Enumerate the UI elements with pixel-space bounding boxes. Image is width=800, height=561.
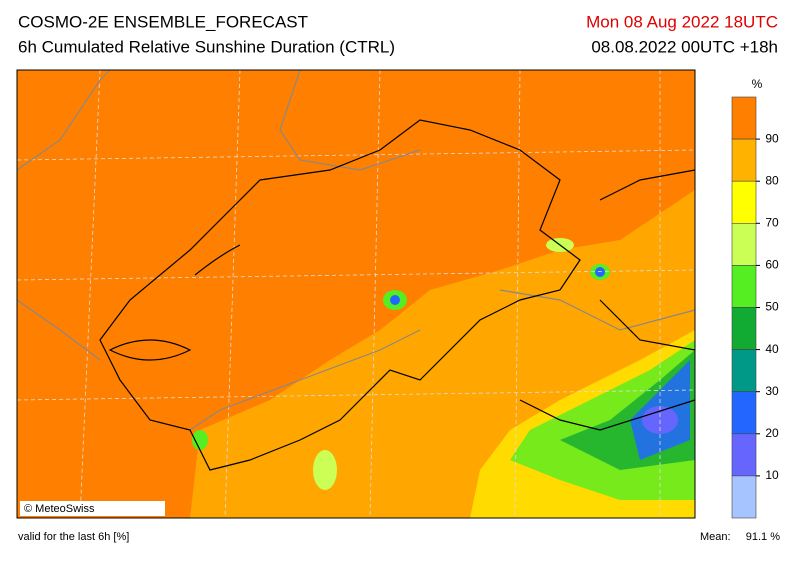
legend-label: 60: [765, 258, 779, 272]
legend-swatch: [731, 180, 757, 224]
subtitle: 6h Cumulated Relative Sunshine Duration …: [18, 37, 395, 56]
legend-label: 20: [765, 426, 779, 440]
borders: [16, 69, 696, 471]
legend-swatch: [731, 475, 757, 519]
credit: © MeteoSwiss: [24, 503, 95, 515]
legend-label: 50: [765, 300, 779, 314]
legend-label: 40: [765, 342, 779, 356]
grid: [16, 69, 696, 519]
mean-value: 91.1 %: [746, 531, 780, 543]
legend-label: 70: [765, 215, 779, 229]
legend-swatch: [731, 138, 757, 182]
legend-label: 80: [765, 173, 779, 187]
legend-label: 30: [765, 384, 779, 398]
legend-swatch: [731, 391, 757, 435]
legend: % 90 80 70 60 50 40 30 20 10: [731, 77, 779, 519]
map: © MeteoSwiss: [16, 69, 696, 519]
legend-swatch: [731, 223, 757, 266]
legend-swatch: [731, 433, 757, 477]
footer-note: valid for the last 6h [%]: [18, 531, 129, 543]
legend-label: 90: [765, 131, 779, 145]
title: COSMO-2E ENSEMBLE_FORECAST: [18, 12, 308, 31]
legend-swatch: [731, 307, 757, 350]
legend-label: 10: [765, 468, 779, 482]
valid-time: Mon 08 Aug 2022 18UTC: [586, 12, 778, 31]
legend-unit: %: [752, 77, 763, 91]
run-info: 08.08.2022 00UTC +18h: [591, 37, 778, 56]
sunshine-field: [190, 190, 695, 518]
mean-label: Mean:: [700, 531, 731, 543]
legend-swatch: [731, 265, 757, 308]
legend-swatch: [731, 96, 757, 140]
legend-swatch: [731, 349, 757, 393]
